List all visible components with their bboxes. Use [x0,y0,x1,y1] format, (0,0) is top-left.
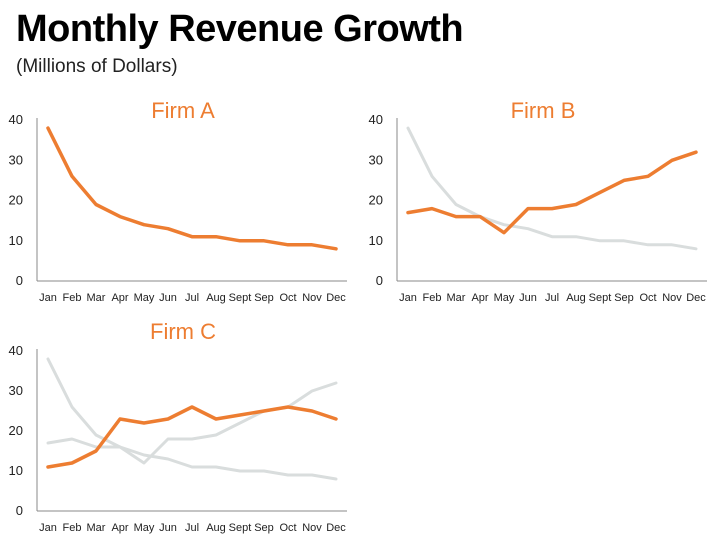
x-tick-label: Aug [206,292,226,304]
y-tick-label: 0 [16,503,23,518]
x-tick-label: Oct [279,522,296,534]
x-tick-label: Jul [185,522,199,534]
x-tick-label: Mar [447,292,466,304]
x-tick-label: Aug [206,522,226,534]
y-tick-label: 30 [369,152,383,167]
x-tick-label: Feb [63,522,82,534]
x-tick-label: Nov [302,522,322,534]
x-tick-label: Apr [111,522,128,534]
x-tick-label: Oct [279,292,296,304]
x-tick-label: Sept [229,522,252,534]
x-tick-label: Aug [566,292,586,304]
x-tick-label: Jan [39,522,57,534]
x-tick-label: Feb [63,292,82,304]
x-tick-label: Dec [326,292,346,304]
series-line-highlight [46,405,338,469]
x-tick-label: Jun [159,522,177,534]
x-tick-label: Nov [662,292,682,304]
series-line-context [406,126,698,251]
x-tick-label: Jan [39,292,57,304]
chart-title: Firm A [151,98,215,123]
x-tick-label: Dec [686,292,706,304]
x-tick-label: Jul [185,292,199,304]
y-tick-label: 0 [16,273,23,288]
series-line-context [46,381,338,465]
x-tick-label: Apr [111,292,128,304]
series-line-highlight [406,150,698,235]
y-tick-label: 10 [9,233,23,248]
x-tick-label: Mar [87,522,106,534]
series-line-highlight [46,126,338,251]
x-tick-label: Dec [326,522,346,534]
y-tick-label: 20 [369,193,383,208]
chart-title: Firm B [511,98,576,123]
x-tick-label: Jun [159,292,177,304]
x-tick-label: Mar [87,292,106,304]
y-tick-label: 40 [369,112,383,127]
x-tick-label: Jan [399,292,417,304]
y-tick-label: 30 [9,383,23,398]
x-tick-label: May [134,522,155,534]
x-tick-label: Apr [471,292,488,304]
x-tick-label: Sept [589,292,612,304]
x-tick-label: Feb [423,292,442,304]
y-tick-label: 20 [9,193,23,208]
page-title: Monthly Revenue Growth [16,8,464,50]
y-tick-label: 10 [369,233,383,248]
y-tick-label: 0 [376,273,383,288]
x-tick-label: Jun [519,292,537,304]
chart-title: Firm C [150,319,216,344]
x-tick-label: Oct [639,292,656,304]
y-tick-label: 40 [9,112,23,127]
page-subtitle: (Millions of Dollars) [16,56,178,77]
y-tick-label: 10 [9,463,23,478]
x-tick-label: Nov [302,292,322,304]
x-tick-label: Sept [229,292,252,304]
x-tick-label: Jul [545,292,559,304]
x-tick-label: Sep [254,522,274,534]
y-tick-label: 20 [9,423,23,438]
series-line-context [46,357,338,481]
y-tick-label: 40 [9,343,23,358]
x-tick-label: Sep [614,292,634,304]
y-tick-label: 30 [9,152,23,167]
x-tick-label: May [134,292,155,304]
x-tick-label: Sep [254,292,274,304]
x-tick-label: May [494,292,515,304]
